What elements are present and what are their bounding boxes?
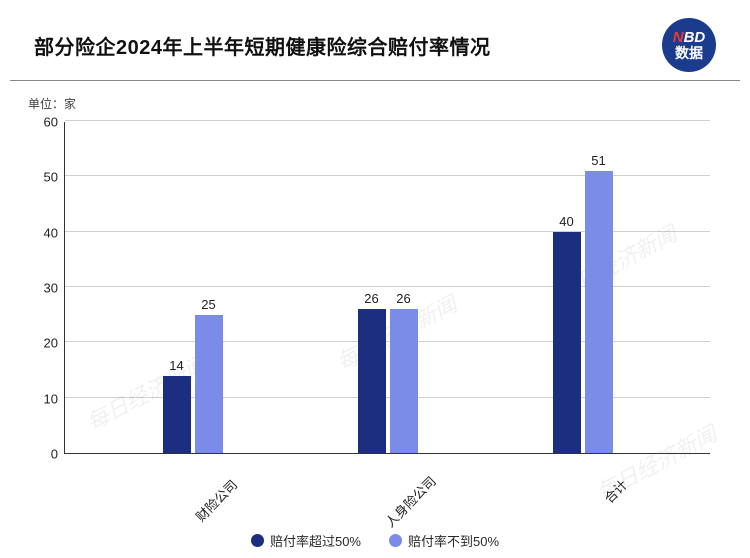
bar: 51 <box>585 171 613 453</box>
bar-value-label: 26 <box>396 291 410 306</box>
bar-value-label: 51 <box>591 153 605 168</box>
x-tick-label: 人身险公司 <box>375 469 439 533</box>
x-axis-ticks: 财险公司人身险公司合计 <box>64 458 710 488</box>
bar: 40 <box>553 232 581 453</box>
logo-line2: 数据 <box>675 46 703 61</box>
y-tick-label: 60 <box>30 115 58 130</box>
bar: 14 <box>163 376 191 453</box>
legend-swatch <box>251 534 264 547</box>
bars-area: 142526264051 <box>65 122 710 453</box>
bar-group: 1425 <box>163 315 223 453</box>
x-tick-label: 财险公司 <box>179 469 243 533</box>
legend-label: 赔付率超过50% <box>270 531 361 550</box>
y-tick-label: 50 <box>30 170 58 185</box>
y-tick-label: 40 <box>30 225 58 240</box>
bar: 25 <box>195 315 223 453</box>
bar: 26 <box>358 309 386 453</box>
legend-item: 赔付率超过50% <box>251 531 361 550</box>
page-title: 部分险企2024年上半年短期健康险综合赔付率情况 <box>34 31 491 60</box>
y-tick-label: 20 <box>30 336 58 351</box>
y-tick-label: 10 <box>30 391 58 406</box>
gridline <box>65 120 710 121</box>
bar-value-label: 26 <box>364 291 378 306</box>
y-tick-label: 0 <box>30 447 58 462</box>
bar-group: 4051 <box>553 171 613 453</box>
y-tick-label: 30 <box>30 281 58 296</box>
legend-swatch <box>389 534 402 547</box>
bar-value-label: 40 <box>559 214 573 229</box>
logo-line1: NBD <box>673 30 706 46</box>
bar-value-label: 25 <box>201 297 215 312</box>
unit-label: 单位：家 <box>0 81 750 116</box>
logo-badge: NBD 数据 <box>662 18 716 72</box>
bar: 26 <box>390 309 418 453</box>
legend: 赔付率超过50% 赔付率不到50% <box>0 531 750 550</box>
bar-group: 2626 <box>358 309 418 453</box>
legend-item: 赔付率不到50% <box>389 531 499 550</box>
header: 部分险企2024年上半年短期健康险综合赔付率情况 NBD 数据 <box>10 0 740 81</box>
x-tick-label: 合计 <box>570 469 634 533</box>
bar-chart: 每日经济新闻 每日经济新闻 每日经济新闻 每日经济新闻 010203040506… <box>30 116 720 476</box>
plot-area: 142526264051 <box>64 122 710 454</box>
bar-value-label: 14 <box>169 358 183 373</box>
legend-label: 赔付率不到50% <box>408 531 499 550</box>
